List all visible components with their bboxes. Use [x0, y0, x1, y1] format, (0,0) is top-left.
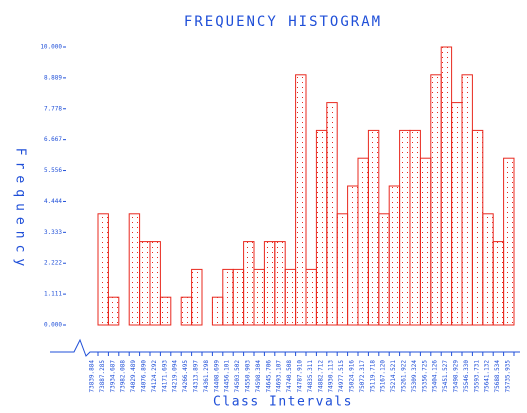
x-tick-label: 74645.706 [265, 360, 272, 393]
bar [492, 241, 505, 326]
x-tick-label: 75024.916 [349, 360, 356, 393]
x-axis-label: Class Intervals [213, 395, 353, 410]
y-tick-label: 6.667 [44, 136, 62, 143]
chart-title: FREQUENCY HISTOGRAM [184, 14, 382, 30]
x-tick-label: 74693.107 [276, 360, 283, 393]
bar [191, 268, 203, 326]
bar [315, 129, 328, 326]
bar [482, 213, 494, 326]
x-tick-label: 74503.502 [234, 360, 241, 393]
bar [336, 213, 349, 326]
bar [451, 102, 463, 326]
x-tick-label: 75498.929 [453, 360, 460, 393]
x-tick-label: 74171.693 [161, 360, 168, 393]
bar [295, 74, 307, 326]
bar [107, 296, 120, 326]
x-tick-label: 75119.718 [369, 360, 376, 393]
x-tick-label: 74361.298 [203, 360, 210, 393]
x-tick-label: 74787.910 [297, 360, 304, 393]
x-tick-label: 74598.304 [255, 360, 262, 393]
x-tick-label: 73887.285 [99, 360, 106, 393]
bar [326, 102, 338, 326]
bar [430, 74, 442, 326]
bar [347, 185, 359, 326]
bar [503, 157, 515, 326]
bar [284, 268, 297, 326]
x-tick-label: 75309.324 [411, 360, 418, 393]
x-tick-label: 74456.101 [224, 360, 231, 393]
bar [149, 241, 161, 326]
bar [128, 213, 141, 326]
bar [222, 268, 234, 326]
bar [180, 296, 193, 326]
bar [139, 241, 151, 326]
y-tick-label: 7.778 [44, 105, 62, 112]
x-tick-label: 74930.113 [328, 360, 335, 393]
x-tick-label: 74550.903 [244, 360, 251, 393]
x-tick-label: 75546.330 [463, 360, 470, 393]
y-tick-label: 0.000 [44, 322, 62, 329]
x-tick-label: 74313.897 [193, 360, 200, 393]
y-tick-label: 8.889 [44, 74, 62, 81]
bar [388, 185, 401, 326]
bar [409, 129, 421, 326]
y-tick-label: 4.444 [44, 198, 62, 205]
y-tick-label: 2.222 [44, 260, 62, 267]
bar [263, 241, 276, 326]
x-tick-label: 74882.712 [317, 360, 324, 393]
x-tick-label: 73839.884 [89, 360, 96, 393]
x-axis-line [50, 338, 520, 357]
y-tick-label: 10.000 [40, 44, 62, 51]
bar [97, 213, 109, 326]
y-tick-label: 5.556 [44, 167, 62, 174]
bar [232, 268, 245, 326]
bar [159, 296, 172, 326]
x-tick-label: 75261.922 [400, 360, 407, 393]
y-tick-label: 1.111 [44, 291, 62, 298]
x-tick-label: 75167.120 [380, 360, 387, 393]
x-tick-label: 75451.527 [442, 360, 449, 393]
bar [471, 129, 484, 326]
bar [305, 268, 317, 326]
bar [399, 129, 411, 326]
x-tick-label: 75593.731 [473, 360, 480, 393]
x-tick-label: 74740.508 [286, 360, 293, 393]
x-tick-label: 75072.317 [359, 360, 366, 393]
x-tick-label: 75641.132 [484, 360, 491, 393]
x-tick-label: 75688.534 [494, 360, 501, 393]
x-tick-label: 74835.311 [307, 360, 314, 393]
x-tick-label: 74408.699 [213, 360, 220, 393]
bar [253, 268, 265, 326]
x-tick-label: 74124.292 [151, 360, 158, 393]
bar [357, 157, 369, 326]
bar [440, 46, 453, 326]
bar [211, 296, 224, 326]
bar [419, 157, 432, 326]
x-tick-label: 74977.515 [338, 360, 345, 393]
x-tick-label: 74219.094 [172, 360, 179, 393]
bar [243, 241, 255, 326]
x-tick-label: 74029.489 [130, 360, 137, 393]
x-tick-label: 74266.495 [182, 360, 189, 393]
x-tick-label: 75404.126 [432, 360, 439, 393]
y-axis-label: Frequency [13, 148, 28, 272]
bar [461, 74, 473, 326]
bar [378, 213, 390, 326]
y-tick-label: 3.333 [44, 229, 62, 236]
x-tick-label: 75214.521 [390, 360, 397, 393]
bar [274, 241, 286, 326]
bar [367, 129, 380, 326]
x-tick-label: 75356.725 [421, 360, 428, 393]
x-tick-label: 75735.935 [505, 360, 512, 393]
x-tick-label: 73982.088 [120, 360, 127, 393]
x-tick-label: 73934.687 [109, 360, 116, 393]
x-tick-label: 74076.890 [140, 360, 147, 393]
